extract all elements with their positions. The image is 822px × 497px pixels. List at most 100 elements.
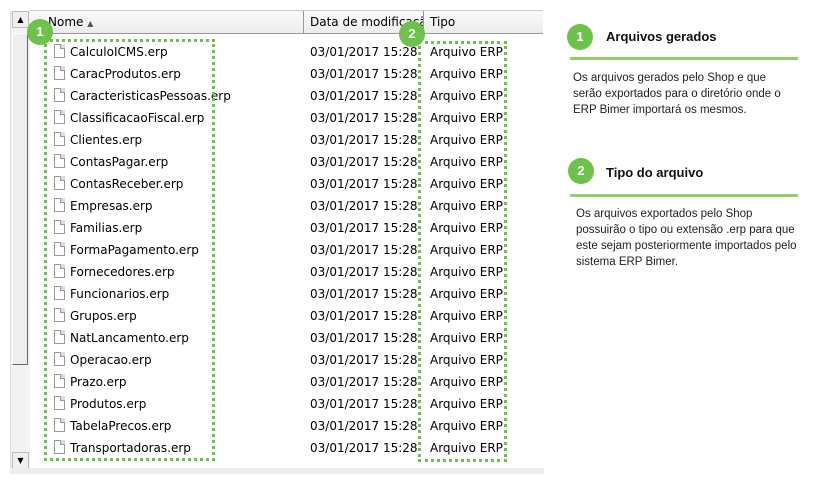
file-date: 03/01/2017 15:28 [310,221,418,235]
file-type: Arquivo ERP [430,309,503,323]
file-date: 03/01/2017 15:28 [310,243,418,257]
file-type: Arquivo ERP [430,287,503,301]
column-name[interactable]: Nome ▲ [30,11,304,33]
file-name: Familias.erp [70,221,143,235]
callout-2-divider [570,194,798,197]
file-name: Funcionarios.erp [70,287,170,301]
file-name: FormaPagamento.erp [70,243,199,257]
callout-1-text: Os arquivos gerados pelo Shop e que serã… [573,72,781,116]
file-icon [54,308,65,322]
badge-2: 2 [399,21,425,47]
file-name: CalculoICMS.erp [70,45,168,59]
file-row[interactable]: NatLancamento.erp 03/01/2017 15:28 Arqui… [50,327,510,349]
file-type: Arquivo ERP [430,199,503,213]
file-name: Grupos.erp [70,309,137,323]
file-type: Arquivo ERP [430,353,503,367]
file-icon [54,154,65,168]
file-icon [54,242,65,256]
file-type: Arquivo ERP [430,155,503,169]
file-row[interactable]: Familias.erp 03/01/2017 15:28 Arquivo ER… [50,217,510,239]
file-icon [54,286,65,300]
file-name: ContasReceber.erp [70,177,184,191]
file-name: Prazo.erp [70,375,127,389]
scroll-up-button[interactable]: ▲ [12,11,29,28]
file-row[interactable]: CaracProdutos.erp 03/01/2017 15:28 Arqui… [50,63,510,85]
file-icon [54,110,65,124]
file-date: 03/01/2017 15:28 [310,331,418,345]
file-row[interactable]: ContasPagar.erp 03/01/2017 15:28 Arquivo… [50,151,510,173]
file-row[interactable]: Transportadoras.erp 03/01/2017 15:28 Arq… [50,437,510,459]
file-name: CaracteristicasPessoas.erp [70,89,231,103]
scroll-thumb[interactable] [12,33,28,365]
callout-2-badge: 2 [568,158,594,184]
file-name: Operacao.erp [70,353,152,367]
file-row[interactable]: Prazo.erp 03/01/2017 15:28 Arquivo ERP [50,371,510,393]
file-icon [54,88,65,102]
vertical-scrollbar[interactable]: ▲ ▼ [10,11,30,469]
file-type: Arquivo ERP [430,221,503,235]
file-date: 03/01/2017 15:28 [310,353,418,367]
file-date: 03/01/2017 15:28 [310,155,418,169]
file-name: Transportadoras.erp [70,441,191,455]
file-row[interactable]: Empresas.erp 03/01/2017 15:28 Arquivo ER… [50,195,510,217]
file-date: 03/01/2017 15:28 [310,133,418,147]
file-row[interactable]: ContasReceber.erp 03/01/2017 15:28 Arqui… [50,173,510,195]
file-row[interactable]: Grupos.erp 03/01/2017 15:28 Arquivo ERP [50,305,510,327]
callout-1-badge: 1 [567,24,593,50]
file-type: Arquivo ERP [430,375,503,389]
file-type: Arquivo ERP [430,45,503,59]
file-icon [54,374,65,388]
file-row[interactable]: TabelaPrecos.erp 03/01/2017 15:28 Arquiv… [50,415,510,437]
file-row[interactable]: ClassificacaoFiscal.erp 03/01/2017 15:28… [50,107,510,129]
file-name: ContasPagar.erp [70,155,169,169]
file-icon [54,352,65,366]
file-icon [54,44,65,58]
file-date: 03/01/2017 15:28 [310,199,418,213]
file-date: 03/01/2017 15:28 [310,265,418,279]
file-date: 03/01/2017 15:28 [310,375,418,389]
file-date: 03/01/2017 15:28 [310,67,418,81]
file-icon [54,418,65,432]
file-icon [54,396,65,410]
file-icon [54,66,65,80]
file-type: Arquivo ERP [430,397,503,411]
file-icon [54,330,65,344]
file-row[interactable]: Clientes.erp 03/01/2017 15:28 Arquivo ER… [50,129,510,151]
file-type: Arquivo ERP [430,111,503,125]
sort-ascending-icon: ▲ [87,19,94,28]
file-type: Arquivo ERP [430,419,503,433]
file-date: 03/01/2017 15:28 [310,397,418,411]
file-icon [54,220,65,234]
file-type: Arquivo ERP [430,177,503,191]
file-name: Empresas.erp [70,199,153,213]
file-row[interactable]: CaracteristicasPessoas.erp 03/01/2017 15… [50,85,510,107]
highlight-files [44,39,215,461]
file-icon [54,132,65,146]
file-name: CaracProdutos.erp [70,67,181,81]
horizontal-scrollbar[interactable] [10,468,544,474]
file-row[interactable]: Produtos.erp 03/01/2017 15:28 Arquivo ER… [50,393,510,415]
file-icon [54,176,65,190]
column-type[interactable]: Tipo [430,15,456,29]
file-date: 03/01/2017 15:28 [310,111,418,125]
file-row[interactable]: Fornecedores.erp 03/01/2017 15:28 Arquiv… [50,261,510,283]
file-row[interactable]: Funcionarios.erp 03/01/2017 15:28 Arquiv… [50,283,510,305]
file-row[interactable]: FormaPagamento.erp 03/01/2017 15:28 Arqu… [50,239,510,261]
file-name: Fornecedores.erp [70,265,175,279]
callout-1-divider [570,57,798,60]
scroll-down-button[interactable]: ▼ [12,452,29,469]
highlight-type [418,41,507,462]
column-date[interactable]: Data de modificação [304,11,424,33]
callout-2-title: Tipo do arquivo [606,165,704,180]
file-row[interactable]: Operacao.erp 03/01/2017 15:28 Arquivo ER… [50,349,510,371]
file-row[interactable]: CalculoICMS.erp 03/01/2017 15:28 Arquivo… [50,41,510,63]
file-name: NatLancamento.erp [70,331,189,345]
file-date: 03/01/2017 15:28 [310,419,418,433]
file-type: Arquivo ERP [430,265,503,279]
file-type: Arquivo ERP [430,67,503,81]
file-name: TabelaPrecos.erp [70,419,172,433]
file-name: Clientes.erp [70,133,143,147]
file-date: 03/01/2017 15:28 [310,89,418,103]
badge-1: 1 [27,19,53,45]
file-type: Arquivo ERP [430,133,503,147]
